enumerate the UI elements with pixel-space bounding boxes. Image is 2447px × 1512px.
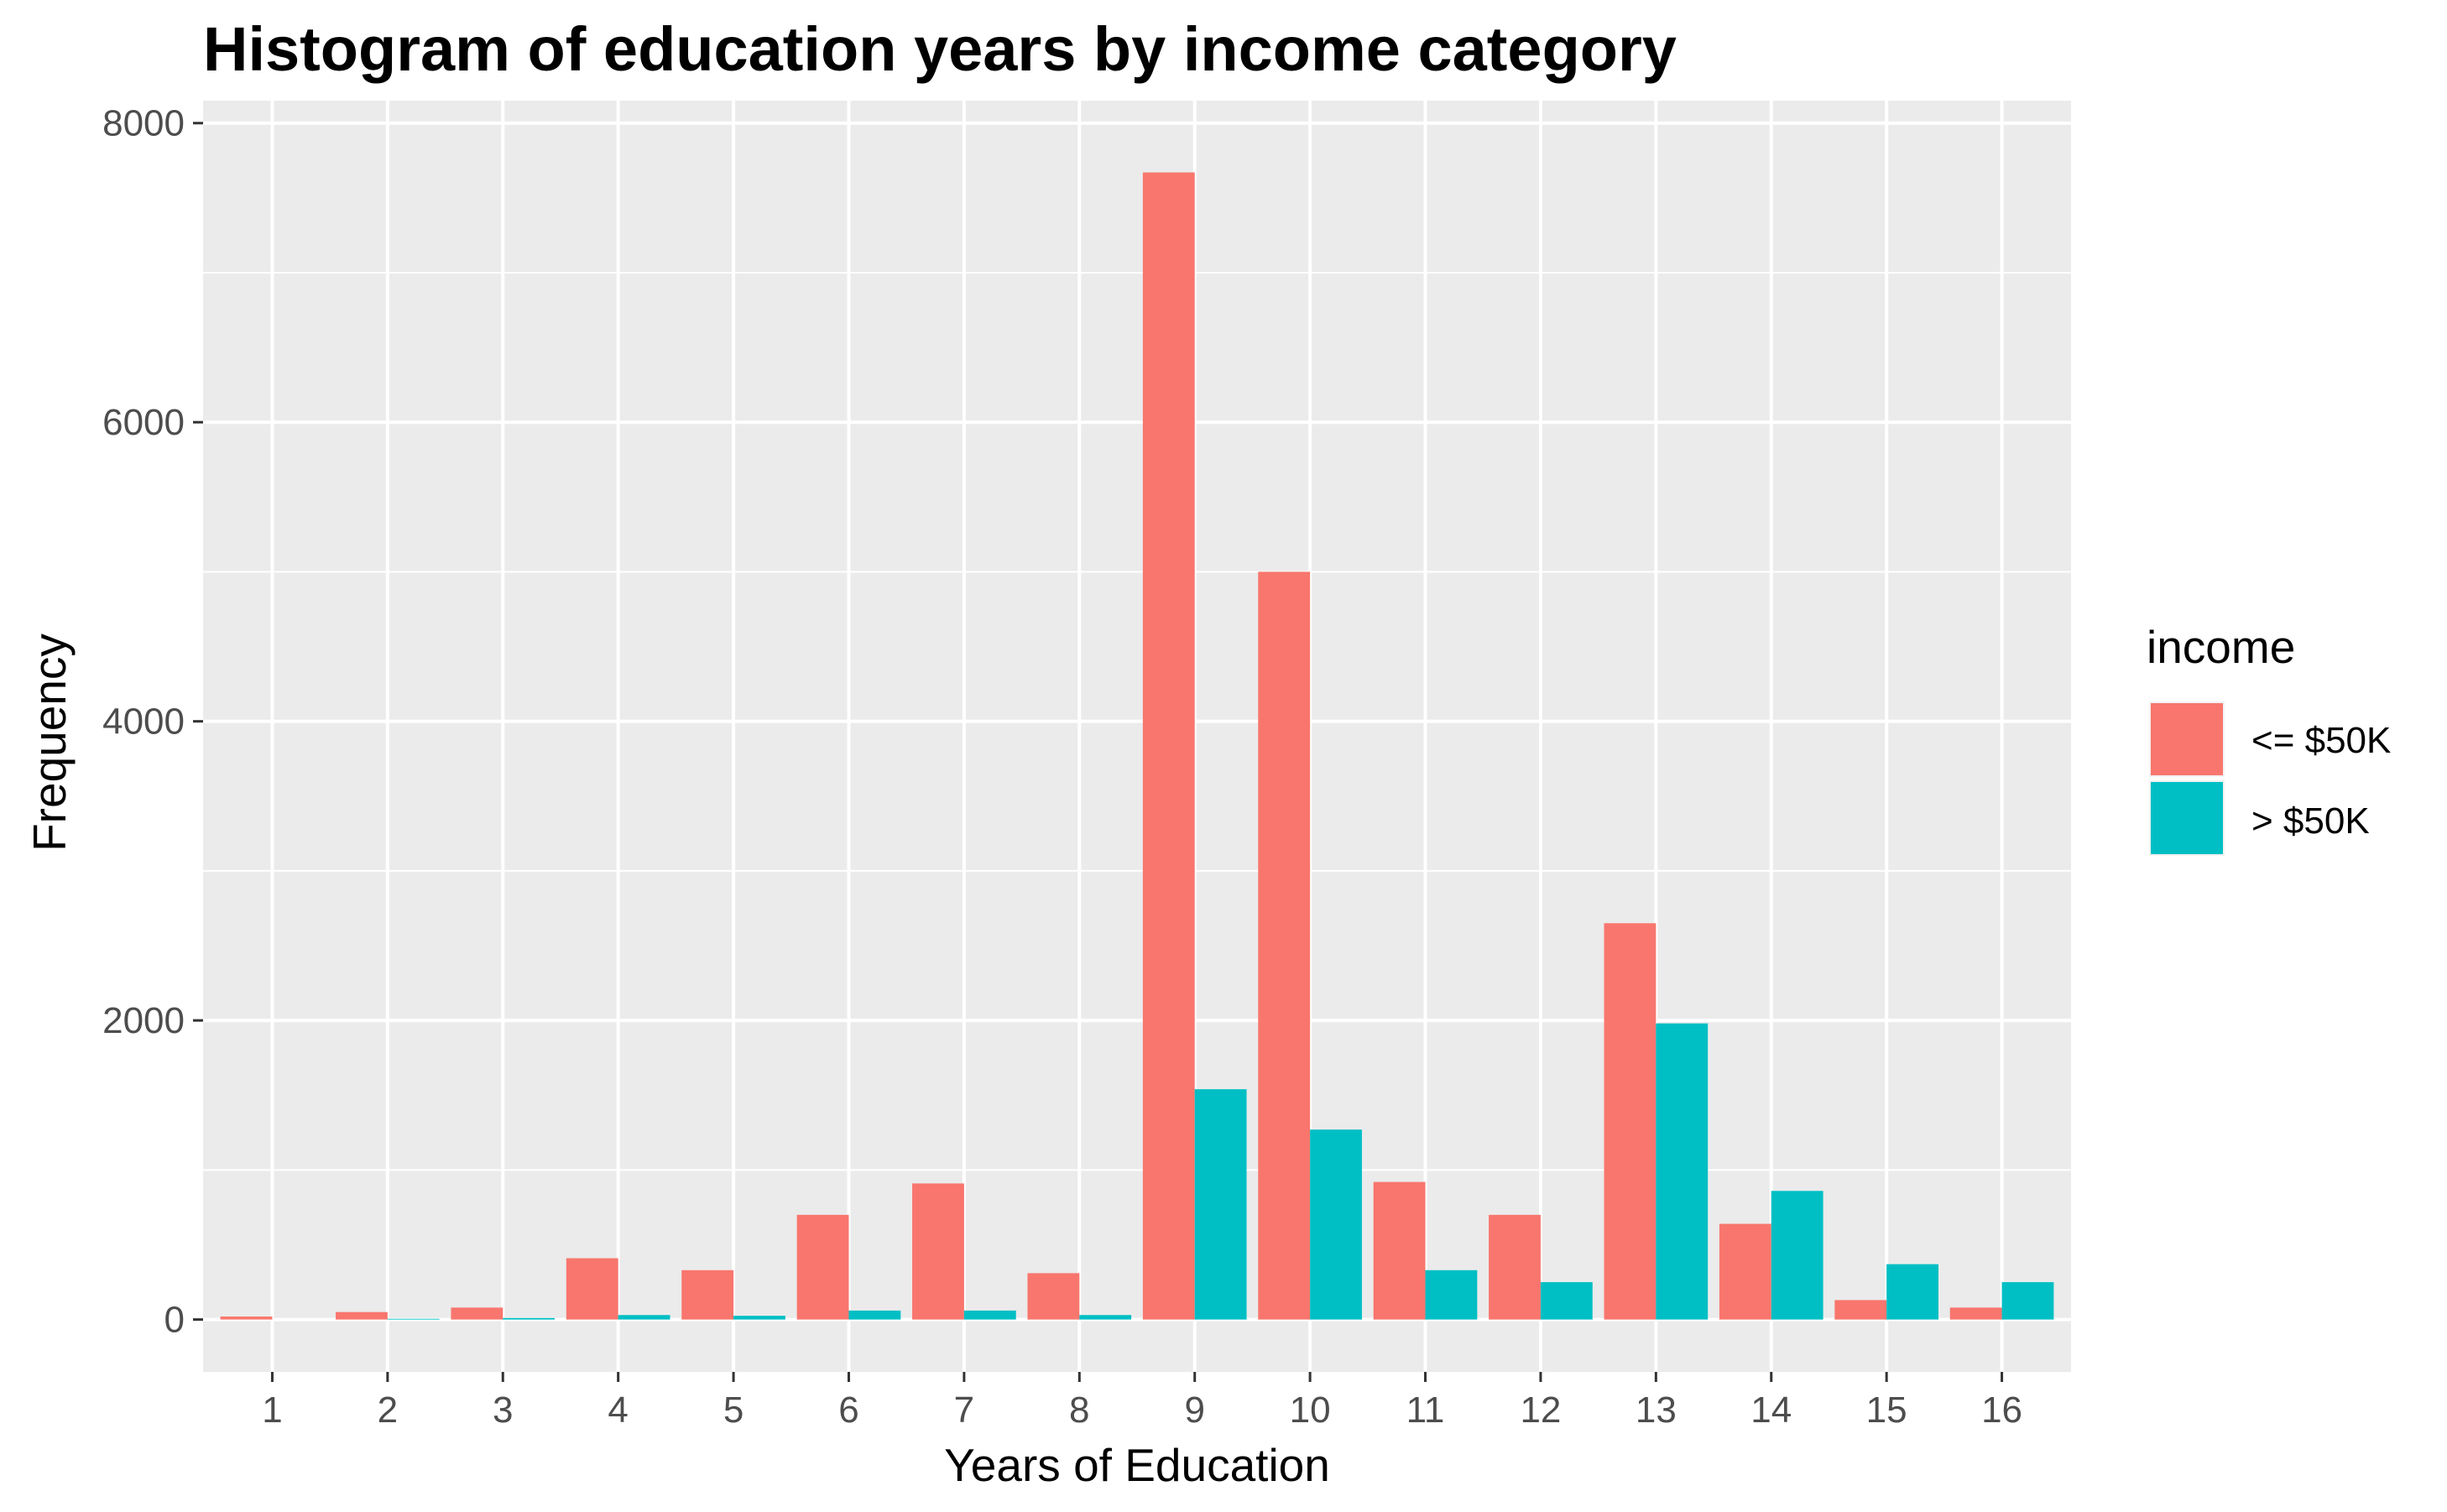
bar-series-2-year-16	[2001, 1282, 2054, 1320]
x-tick-label: 14	[1750, 1389, 1792, 1431]
legend-label-series-1: <= $50K	[2251, 720, 2391, 761]
bars	[220, 172, 2054, 1320]
bar-series-1-year-13	[1604, 923, 1657, 1320]
bar-series-1-year-15	[1834, 1300, 1887, 1320]
x-tick-label: 8	[1069, 1389, 1089, 1431]
bar-series-2-year-2	[387, 1318, 440, 1320]
y-axis-title: Frequency	[23, 633, 76, 852]
chart-title: Histogram of education years by income c…	[203, 14, 1677, 84]
bar-series-1-year-8	[1027, 1273, 1080, 1320]
bar-series-1-year-4	[566, 1258, 618, 1320]
legend: income <= $50K > $50K	[2147, 621, 2391, 856]
legend-swatch-series-1	[2151, 703, 2223, 775]
bar-series-2-year-12	[1540, 1282, 1593, 1320]
bar-series-1-year-16	[1949, 1307, 2002, 1320]
bar-series-2-year-3	[503, 1317, 556, 1320]
bar-series-2-year-15	[1886, 1264, 1938, 1320]
x-tick-label: 1	[262, 1389, 282, 1431]
x-tick-label: 4	[608, 1389, 628, 1431]
y-tick-label: 6000	[102, 402, 185, 443]
x-tick-label: 2	[378, 1389, 398, 1431]
x-tick-label: 5	[723, 1389, 743, 1431]
y-tick-label: 0	[164, 1300, 185, 1341]
legend-label-series-2: > $50K	[2251, 800, 2370, 842]
x-tick-label: 16	[1981, 1389, 2022, 1431]
bar-series-2-year-13	[1656, 1023, 1709, 1320]
y-tick-label: 8000	[102, 103, 185, 144]
bar-series-1-year-6	[796, 1214, 849, 1320]
bar-series-2-year-5	[733, 1316, 785, 1320]
y-tick-label: 4000	[102, 701, 185, 743]
x-tick-label: 6	[838, 1389, 858, 1431]
bar-series-2-year-7	[963, 1310, 1016, 1320]
bar-series-1-year-7	[912, 1183, 964, 1320]
x-tick-label: 13	[1636, 1389, 1677, 1431]
bar-series-2-year-14	[1771, 1191, 1824, 1320]
legend-title: income	[2147, 621, 2295, 673]
bar-series-1-year-11	[1373, 1181, 1426, 1320]
x-tick-label: 9	[1184, 1389, 1204, 1431]
x-tick-label: 7	[954, 1389, 974, 1431]
y-tick-label: 2000	[102, 1000, 185, 1041]
x-axis-title: Years of Education	[944, 1439, 1330, 1491]
bar-series-1-year-1	[220, 1316, 273, 1320]
x-tick-label: 3	[493, 1389, 513, 1431]
legend-swatch-series-2	[2151, 782, 2223, 854]
plot-panel	[203, 101, 2071, 1372]
x-tick-label: 15	[1866, 1389, 1907, 1431]
bar-series-2-year-8	[1079, 1315, 1132, 1320]
x-tick-label: 12	[1520, 1389, 1561, 1431]
bar-series-2-year-9	[1194, 1089, 1247, 1320]
bar-series-1-year-5	[681, 1270, 734, 1320]
bar-series-1-year-14	[1719, 1223, 1771, 1320]
x-tick-label: 10	[1290, 1389, 1331, 1431]
bar-series-2-year-6	[848, 1310, 901, 1320]
bar-series-1-year-12	[1489, 1214, 1541, 1320]
bar-series-2-year-10	[1310, 1129, 1362, 1320]
x-tick-label: 11	[1406, 1389, 1445, 1431]
bar-series-1-year-3	[451, 1307, 503, 1320]
bar-series-1-year-2	[336, 1311, 388, 1320]
bar-series-1-year-10	[1258, 571, 1311, 1320]
bar-series-2-year-11	[1425, 1270, 1478, 1320]
bar-series-1-year-9	[1142, 172, 1195, 1320]
bar-series-2-year-4	[618, 1315, 670, 1320]
